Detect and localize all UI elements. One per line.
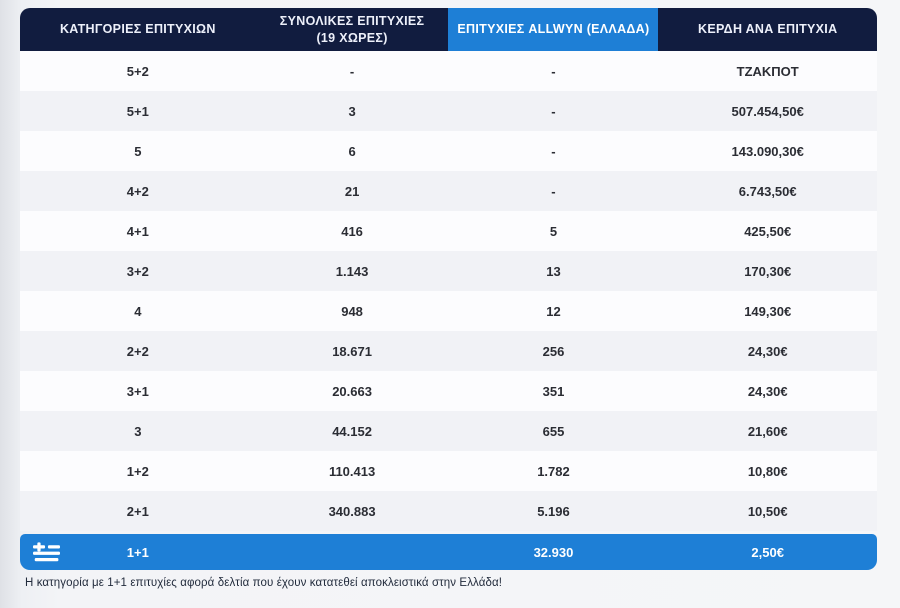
category-cell: 3+2: [126, 263, 149, 279]
prize-cell: 10,80€: [747, 463, 788, 479]
column-header-categories-label: ΚΑΤΗΓΟΡΙΕΣ ΕΠΙΤΥΧΙΩΝ: [59, 22, 216, 37]
column-header-allwyn-wins: ΕΠΙΤΥΧΙΕΣ ALLWYN (ΕΛΛΑΔΑ): [448, 8, 659, 51]
category-cell: 1+2: [126, 463, 149, 479]
total-wins-cell: 1.143: [335, 263, 369, 279]
allwyn-wins-cell: 655: [542, 423, 565, 439]
prize-cell: 6.743,50€: [738, 183, 797, 199]
category-cell: 5+1: [126, 103, 149, 119]
total-wins-cell: 340.883: [328, 503, 376, 519]
prize-cell: ΤΖΑΚΠΟΤ: [736, 63, 799, 79]
total-wins-cell: 3: [348, 103, 356, 119]
allwyn-wins-cell: 5.196: [537, 503, 570, 519]
category-cell: 2+1: [126, 503, 149, 519]
category-cell: 3: [134, 423, 142, 439]
column-header-prize-per-win: ΚΕΡΔΗ ΑΝΑ ΕΠΙΤΥΧΙΑ: [658, 8, 877, 51]
footnote-text: Η κατηγορία με 1+1 επιτυχίες αφορά δελτί…: [25, 577, 503, 589]
table-row: 5 6 - 143.090,30€: [20, 131, 877, 171]
prize-cell: 24,30€: [747, 383, 788, 399]
category-cell: 3+1: [126, 383, 149, 399]
category-cell: 5+2: [126, 63, 149, 79]
total-wins-cell: 44.152: [332, 423, 372, 439]
total-wins-cell: 21: [344, 183, 360, 199]
total-wins-cell: 948: [341, 303, 363, 319]
table-row: 4 948 12 149,30€: [20, 291, 877, 331]
prize-cell: 10,50€: [747, 503, 788, 519]
column-header-total-wins-line2: (19 ΧΩΡΕΣ): [316, 30, 388, 45]
column-header-categories: ΚΑΤΗΓΟΡΙΕΣ ΕΠΙΤΥΧΙΩΝ: [20, 8, 256, 51]
total-wins-cell: 18.671: [332, 343, 372, 359]
total-wins-cell: 110.413: [328, 463, 376, 479]
allwyn-wins-cell: 32.930: [533, 544, 574, 560]
prize-cell: 149,30€: [744, 303, 792, 319]
highlighted-greece-row: 1+1 32.930 2,50€: [20, 534, 877, 570]
total-wins-cell: [256, 534, 449, 570]
table-row: 1+2 110.413 1.782 10,80€: [20, 451, 877, 491]
column-header-total-wins-line1: ΣΥΝΟΛΙΚΕΣ ΕΠΙΤΥΧΙΕΣ: [279, 14, 425, 29]
category-cell: 4+1: [126, 223, 149, 239]
table-row: 2+2 18.671 256 24,30€: [20, 331, 877, 371]
table-row: 3+1 20.663 351 24,30€: [20, 371, 877, 411]
total-wins-cell: 20.663: [332, 383, 372, 399]
allwyn-wins-cell: -: [551, 183, 556, 199]
allwyn-wins-cell: -: [551, 103, 556, 119]
prize-cell: 24,30€: [747, 343, 788, 359]
allwyn-wins-cell: 351: [542, 383, 565, 399]
table-row: 4+1 416 5 425,50€: [20, 211, 877, 251]
prize-cell: 21,60€: [747, 423, 788, 439]
prize-cell: 425,50€: [744, 223, 792, 239]
table-row: 3+2 1.143 13 170,30€: [20, 251, 877, 291]
category-cell: 4+2: [126, 183, 149, 199]
allwyn-wins-cell: 13: [546, 263, 561, 279]
total-wins-cell: -: [349, 63, 355, 79]
prize-cell: 143.090,30€: [731, 143, 804, 159]
table-row: 2+1 340.883 5.196 10,50€: [20, 491, 877, 531]
prize-cell: 2,50€: [751, 544, 784, 560]
prize-breakdown-table: ΚΑΤΗΓΟΡΙΕΣ ΕΠΙΤΥΧΙΩΝ ΣΥΝΟΛΙΚΕΣ ΕΠΙΤΥΧΙΕΣ…: [20, 8, 877, 570]
table-row: 4+2 21 - 6.743,50€: [20, 171, 877, 211]
total-wins-cell: 6: [348, 143, 356, 159]
category-cell: 5: [134, 143, 142, 159]
allwyn-wins-cell: 1.782: [537, 463, 570, 479]
column-header-total-wins: ΣΥΝΟΛΙΚΕΣ ΕΠΙΤΥΧΙΕΣ (19 ΧΩΡΕΣ): [255, 8, 449, 51]
total-wins-cell: 416: [341, 223, 363, 239]
table-row: 5+1 3 - 507.454,50€: [20, 91, 877, 131]
allwyn-wins-cell: -: [551, 63, 556, 79]
category-cell: 2+2: [126, 343, 149, 359]
allwyn-wins-cell: 5: [549, 223, 558, 239]
category-cell: 1+1: [126, 544, 149, 560]
allwyn-wins-cell: 256: [542, 343, 565, 359]
prize-cell: 170,30€: [744, 263, 792, 279]
table-row: 5+2 - - ΤΖΑΚΠΟΤ: [20, 51, 877, 91]
allwyn-wins-cell: -: [551, 143, 556, 159]
greek-flag-icon: [33, 542, 60, 562]
table-row: 3 44.152 655 21,60€: [20, 411, 877, 451]
column-header-prize-per-win-label: ΚΕΡΔΗ ΑΝΑ ΕΠΙΤΥΧΙΑ: [698, 22, 838, 37]
allwyn-wins-cell: 12: [546, 303, 561, 319]
prize-cell: 507.454,50€: [731, 103, 804, 119]
table-header-row: ΚΑΤΗΓΟΡΙΕΣ ΕΠΙΤΥΧΙΩΝ ΣΥΝΟΛΙΚΕΣ ΕΠΙΤΥΧΙΕΣ…: [20, 8, 877, 51]
column-header-allwyn-wins-label: ΕΠΙΤΥΧΙΕΣ ALLWYN (ΕΛΛΑΔΑ): [457, 22, 650, 37]
category-cell: 4: [134, 303, 142, 319]
